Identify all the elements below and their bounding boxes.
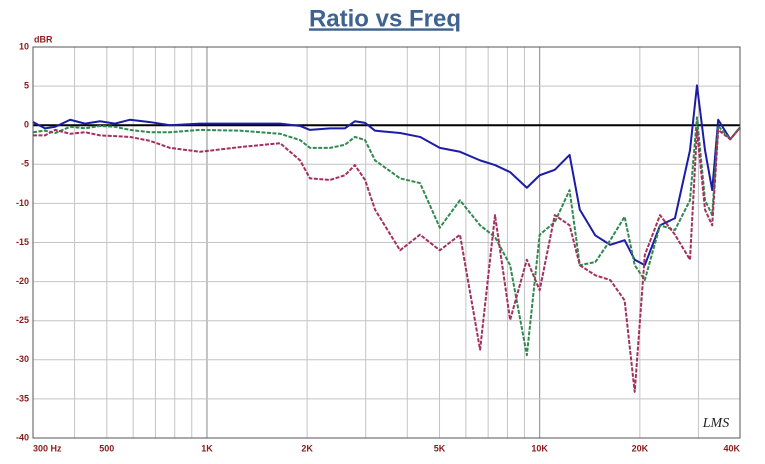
x-tick-label: 5K	[434, 443, 446, 453]
y-tick-label: 10	[19, 41, 29, 51]
y-tick-label: -10	[16, 198, 29, 208]
y-tick-label: -20	[16, 276, 29, 286]
x-tick-label: 2K	[301, 443, 313, 453]
y-axis-label: dBR	[34, 34, 53, 44]
plot-border	[32, 46, 741, 439]
y-tick-label: 5	[24, 80, 29, 90]
series-line	[32, 116, 741, 357]
series-line	[33, 126, 741, 393]
chart-title: Ratio vs Freq	[309, 5, 461, 32]
x-tick-label: 10K	[531, 443, 548, 453]
x-tick-label: 1K	[201, 443, 213, 453]
logo: LMS	[702, 416, 729, 431]
y-tick-label: -30	[16, 354, 29, 364]
series-line	[32, 84, 741, 267]
x-tick-label: 500	[99, 443, 114, 453]
y-tick-label: -35	[16, 393, 29, 403]
y-tick-label: -25	[16, 315, 29, 325]
x-tick-label: 40K	[723, 443, 740, 453]
x-tick-label: 20K	[632, 443, 649, 453]
y-tick-label: -15	[16, 237, 29, 247]
y-tick-label: -40	[16, 432, 29, 442]
x-tick-label: 300 Hz	[33, 443, 62, 453]
y-tick-label: 0	[24, 120, 29, 130]
y-tick-label: -5	[21, 159, 29, 169]
